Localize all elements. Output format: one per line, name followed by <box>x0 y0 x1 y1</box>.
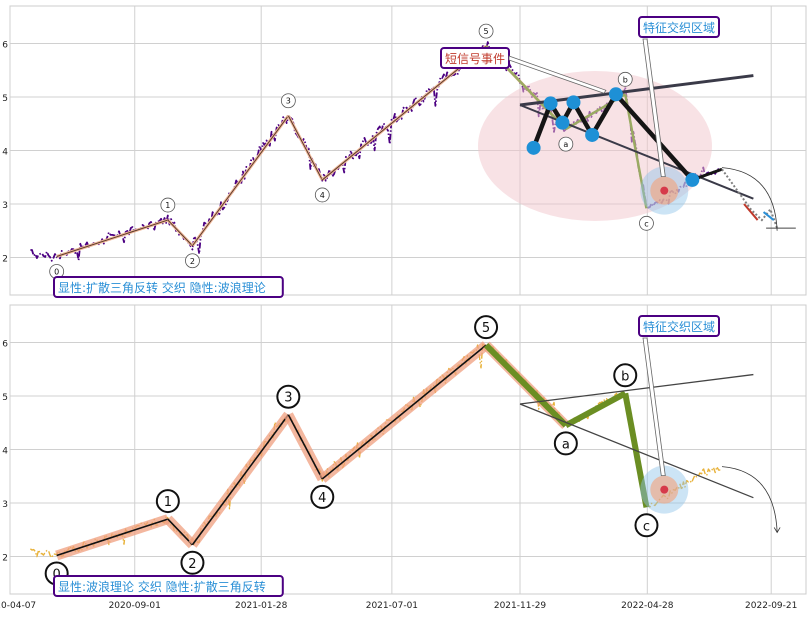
impulse-wave-line <box>167 219 193 247</box>
pattern-label-text: 显性:扩散三角反转 交织 隐性:波浪理论 <box>58 280 266 295</box>
intersection-region-core <box>660 186 669 195</box>
wave-label-circle <box>276 384 301 409</box>
pattern-point-marker <box>585 127 600 142</box>
wave-label-circle <box>639 215 654 231</box>
x-tick-label: 2021-07-01 <box>366 601 418 611</box>
y-tick-label: 5 <box>2 94 8 104</box>
pattern-label-box <box>53 276 284 298</box>
wave-label-circle <box>558 136 574 152</box>
impulse-wave-line <box>287 115 323 181</box>
triangle-upper-line <box>519 74 754 107</box>
event-label-text: 短信号事件 <box>445 52 505 66</box>
impulse-wave-line <box>192 115 289 247</box>
wave-label-3: 3 <box>286 97 291 106</box>
pattern-label-box <box>53 575 284 597</box>
wave-label-circle <box>310 484 335 509</box>
wave-label-3: 3 <box>284 391 292 406</box>
wave-label-circle <box>180 550 205 575</box>
corrective-wave-line <box>483 343 568 428</box>
wave-label-b: b <box>623 75 628 84</box>
wave-label-circle <box>553 431 578 456</box>
wave-label-circle <box>155 489 180 514</box>
impulse-wave-line <box>56 518 169 557</box>
wave-label-circle <box>474 315 499 340</box>
pattern-point-marker <box>566 95 581 110</box>
y-tick-label: 2 <box>2 554 8 564</box>
y-tick-label: 4 <box>2 148 8 158</box>
intersection-region-core <box>660 485 669 494</box>
pattern-point-marker <box>608 87 623 102</box>
pattern-point-marker <box>555 115 570 130</box>
pattern-point-marker <box>685 172 700 187</box>
wave-label-2: 2 <box>190 257 195 266</box>
forecast-arrow-curve <box>721 167 778 231</box>
triangle-upper-line <box>519 373 754 405</box>
event-label-arrow <box>508 55 607 94</box>
bottom-panel: 2 3 4 5 6 0 1 2 3 4 5 a b c 显性:波浪理论 交织 隐性:扩散三角反转 特征交织区域 <box>2 304 807 597</box>
region-label-text: 特征交织区域 <box>643 20 715 35</box>
region-label-arrow <box>642 38 666 178</box>
wave-label-5: 5 <box>482 321 490 336</box>
x-tick-label: 2021-11-29 <box>494 601 547 611</box>
wave-label-5: 5 <box>484 27 489 36</box>
wave-label-c: c <box>643 519 650 534</box>
impulse-wave-line <box>167 518 194 546</box>
y-tick-label: 3 <box>2 201 8 211</box>
wave-label-a: a <box>563 140 568 149</box>
wave-label-circle <box>634 513 659 538</box>
x-axis: 2020-04-07 2020-09-01 2021-01-28 2021-07-01… <box>0 601 797 611</box>
forecast-red-segment <box>743 203 759 221</box>
triangle-lower-line <box>519 403 754 499</box>
x-tick-label: 2020-04-07 <box>0 601 36 611</box>
forecast-blue-segment <box>762 211 775 221</box>
x-tick-label: 2021-01-28 <box>235 601 288 611</box>
forecast-path <box>721 168 779 229</box>
pattern-point-marker <box>543 96 558 111</box>
impulse-wave-line <box>321 344 487 480</box>
wave-label-circle <box>478 23 494 39</box>
wave-label-2: 2 <box>188 557 196 572</box>
corrective-wave-line <box>564 390 627 429</box>
wave-label-0: 0 <box>53 567 61 582</box>
region-label-box <box>638 16 720 38</box>
region-label-arrow <box>642 337 666 477</box>
wave-label-c: c <box>644 219 648 228</box>
forecast-arrow-curve <box>721 466 778 533</box>
y-tick-label: 2 <box>2 255 8 265</box>
x-tick-label: 2022-09-21 <box>745 601 797 611</box>
wave-label-4: 4 <box>318 491 326 506</box>
wave-label-circle <box>160 197 176 213</box>
wave-label-circle <box>617 71 633 87</box>
region-label-text: 特征交织区域 <box>643 319 715 334</box>
top-panel: 2 3 4 5 6 0 1 2 3 4 5 a b c 显性:扩散三角反转 交织 隐性:波浪理论 特征交织区域… <box>2 5 807 298</box>
y-tick-label: 3 <box>2 500 8 510</box>
x-tick-label: 2020-09-01 <box>109 601 161 611</box>
wave-label-a: a <box>562 437 570 452</box>
impulse-wave-line <box>287 414 323 480</box>
pattern-label-text: 显性:波浪理论 交织 隐性:扩散三角反转 <box>58 579 266 594</box>
impulse-wave-line <box>191 414 289 546</box>
impulse-wave-line <box>56 219 168 257</box>
wave-label-circle <box>613 363 638 388</box>
wave-label-1: 1 <box>164 495 172 510</box>
pattern-point-marker <box>526 140 541 155</box>
y-tick-label: 4 <box>2 447 8 457</box>
y-tick-label: 6 <box>2 40 8 50</box>
wave-label-b: b <box>621 369 629 384</box>
region-label-box <box>638 315 720 337</box>
y-tick-label: 5 <box>2 393 8 403</box>
wave-label-circle <box>280 93 296 109</box>
forecast-arrowhead <box>773 527 781 534</box>
y-tick-label: 6 <box>2 339 8 349</box>
wave-label-circle <box>314 187 330 203</box>
wave-label-1: 1 <box>165 201 170 210</box>
wave-label-4: 4 <box>320 191 325 200</box>
x-tick-label: 2022-04-28 <box>621 601 674 611</box>
wave-label-0: 0 <box>54 267 59 276</box>
wave-label-circle <box>185 253 200 269</box>
panel-body <box>29 341 781 561</box>
